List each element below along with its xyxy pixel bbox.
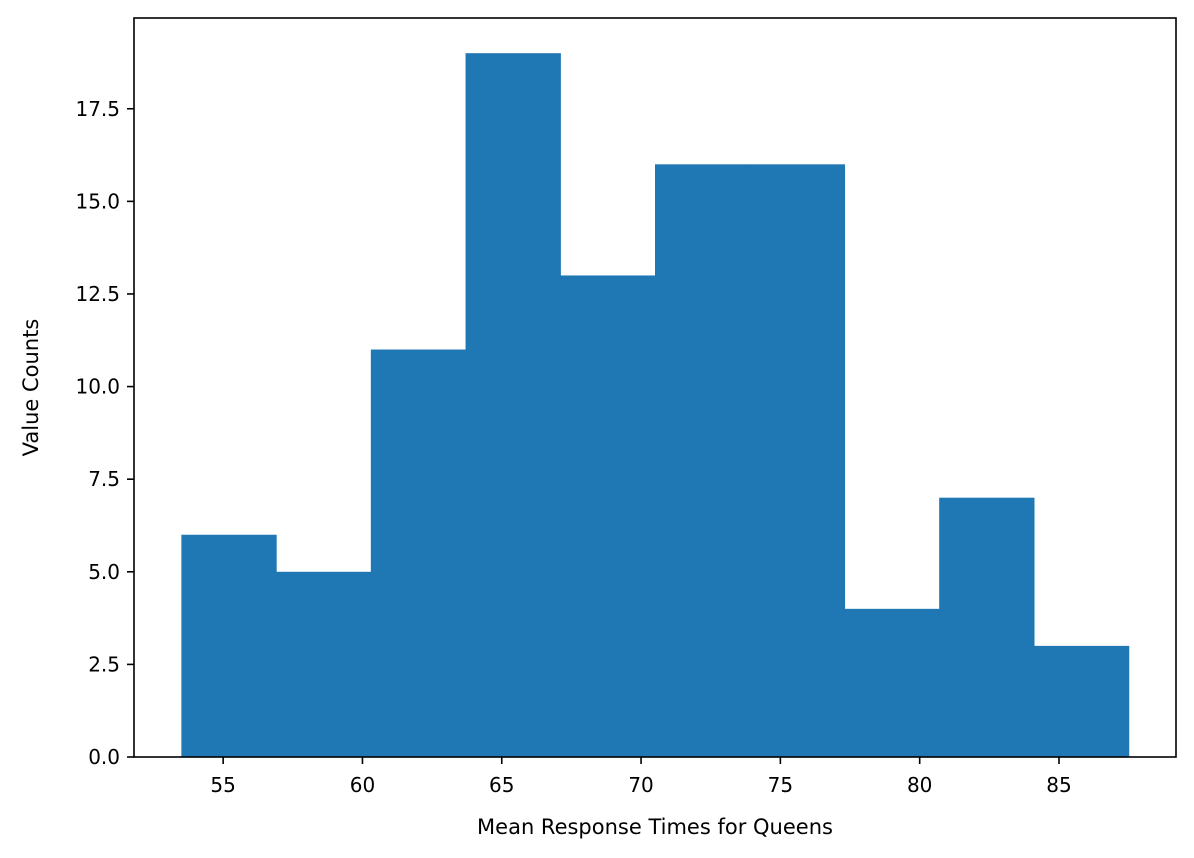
- y-tick-label: 17.5: [75, 97, 120, 121]
- histogram-bar: [749, 164, 846, 757]
- histogram-bar: [939, 497, 1035, 757]
- histogram-bar: [560, 275, 656, 757]
- x-tick-label: 75: [768, 773, 793, 797]
- histogram-bar: [655, 164, 751, 757]
- x-tick-label: 70: [628, 773, 653, 797]
- plot-frame: [133, 17, 1177, 758]
- y-tick-label: 15.0: [75, 189, 120, 213]
- histogram-bar: [181, 534, 277, 757]
- y-tick-label: 2.5: [88, 652, 120, 676]
- histogram-bar: [1033, 645, 1130, 757]
- y-tick-label: 5.0: [88, 560, 120, 584]
- histogram-bar: [465, 53, 561, 757]
- y-tick-label: 10.0: [75, 375, 120, 399]
- y-tick-label: 0.0: [88, 745, 120, 769]
- x-tick-label: 60: [350, 773, 375, 797]
- y-axis: 0.0 2.5 5.0 7.5 10.0 12.5 15.0 17.5: [75, 97, 134, 769]
- x-tick-label: 80: [907, 773, 932, 797]
- x-tick-label: 85: [1046, 773, 1071, 797]
- y-tick-label: 12.5: [75, 282, 120, 306]
- x-tick-label: 65: [489, 773, 514, 797]
- y-axis-label: Value Counts: [19, 319, 43, 457]
- y-tick-label: 7.5: [88, 467, 120, 491]
- histogram-bar: [844, 608, 940, 757]
- histogram-bars: [181, 53, 1130, 757]
- histogram-bar: [276, 571, 372, 757]
- x-axis: 55 60 65 70 75 80 85: [210, 757, 1072, 797]
- histogram-bar: [370, 349, 467, 757]
- x-tick-label: 55: [210, 773, 235, 797]
- x-axis-label: Mean Response Times for Queens: [477, 815, 833, 839]
